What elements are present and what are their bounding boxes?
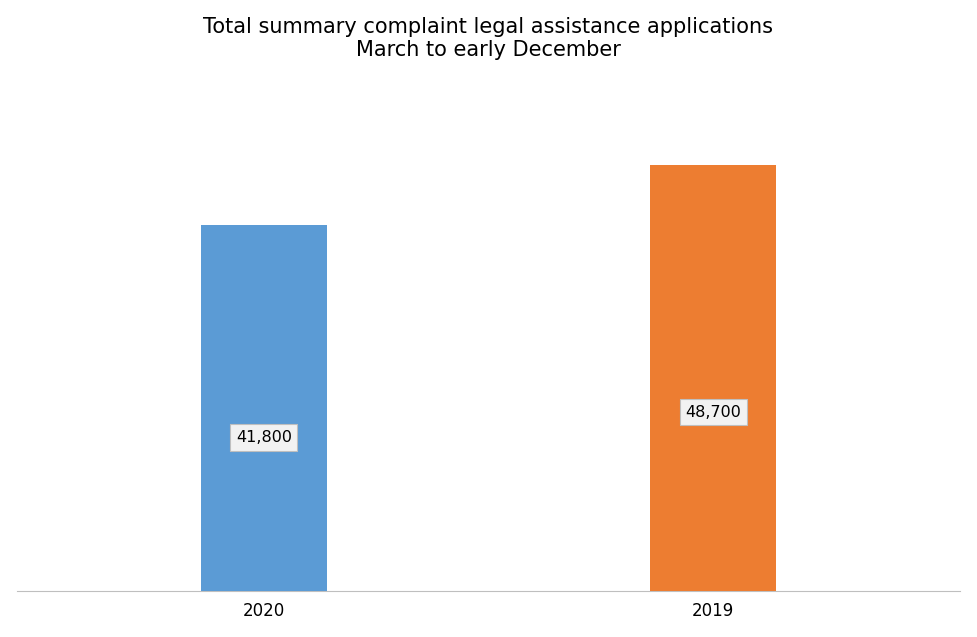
Bar (201, 225, 326, 591)
Text: 41,800: 41,800 (235, 430, 292, 445)
Title: Total summary complaint legal assistance applications
March to early December: Total summary complaint legal assistance… (203, 17, 774, 60)
Text: 48,700: 48,700 (685, 404, 742, 420)
Bar (651, 165, 776, 591)
